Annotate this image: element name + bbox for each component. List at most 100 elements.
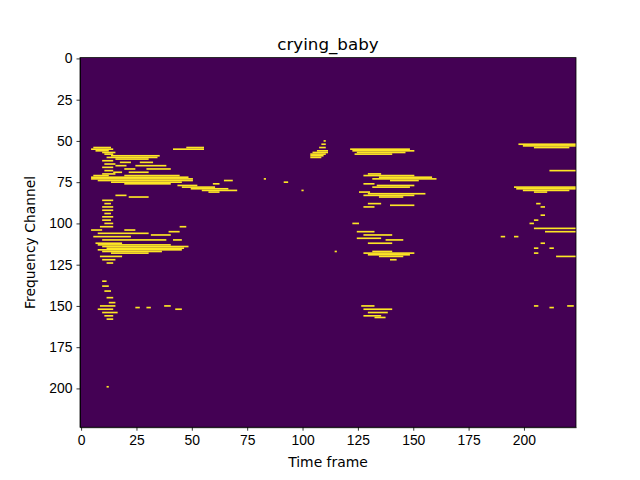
heatmap-cell: [102, 246, 188, 248]
heatmap-cell: [541, 206, 545, 208]
heatmap-cell: [96, 242, 123, 244]
y-tick: 100: [49, 215, 80, 231]
heatmap-cell: [363, 315, 381, 317]
heatmap-cell: [372, 186, 410, 188]
y-tick-mark: [77, 306, 81, 307]
y-tick: 0: [65, 50, 80, 66]
heatmap-cell: [355, 153, 393, 155]
x-tick: 100: [291, 427, 314, 447]
heatmap-cell: [107, 262, 114, 264]
heatmap-cell: [310, 153, 326, 155]
heatmap-cell: [124, 183, 170, 185]
heatmap-cell: [91, 148, 113, 150]
heatmap-cell: [514, 186, 576, 188]
x-tick-mark: [247, 427, 248, 431]
x-axis: 0255075100125150175200: [78, 427, 577, 447]
heatmap-cell: [549, 247, 553, 249]
heatmap-cell: [534, 147, 569, 149]
heatmap-cell: [98, 308, 114, 310]
heatmap-cell: [98, 249, 182, 251]
y-tick-label: 175: [49, 339, 72, 355]
heatmap-cell: [173, 239, 182, 241]
heatmap-cell: [390, 180, 419, 182]
heatmap-cell: [534, 305, 538, 307]
heatmap-cell: [213, 183, 220, 185]
heatmap-cell: [135, 307, 139, 309]
x-tick: 175: [458, 427, 481, 447]
heatmap-cell: [102, 200, 113, 202]
y-tick-mark: [77, 265, 81, 266]
y-tick: 150: [49, 298, 80, 314]
heatmap-cell: [224, 180, 233, 182]
heatmap-cell: [102, 206, 113, 208]
heatmap-cell: [102, 173, 115, 175]
heatmap-cell: [102, 152, 115, 154]
x-tick-mark: [524, 427, 525, 431]
y-tick-label: 150: [49, 298, 72, 314]
x-tick-label: 200: [513, 432, 536, 448]
y-tick-mark: [77, 58, 81, 59]
x-tick: 125: [347, 427, 370, 447]
heatmap-cell: [536, 203, 540, 205]
heatmap-cell: [107, 157, 158, 159]
heatmap-cell: [102, 219, 111, 221]
heatmap-cell: [91, 176, 188, 178]
y-tick-mark: [77, 100, 81, 101]
heatmap-cell: [368, 312, 388, 314]
heatmap-cell: [541, 242, 545, 244]
heatmap-cell: [372, 178, 436, 180]
heatmap-cell: [102, 216, 113, 218]
heatmap-cell: [310, 155, 323, 157]
heatmap-cell: [375, 317, 386, 319]
heatmap-cell: [107, 297, 114, 299]
heatmap-cell: [264, 178, 266, 180]
heatmap-cell: [102, 251, 162, 253]
heatmap-cell: [335, 251, 337, 253]
heatmap-cell: [111, 181, 182, 183]
heatmap-cell: [115, 165, 126, 167]
heatmap-cell: [390, 259, 397, 261]
heatmap-cell: [102, 280, 106, 282]
heatmap-cell: [352, 223, 359, 225]
y-axis: 0255075100125150175200: [49, 50, 80, 427]
y-tick-mark: [77, 182, 81, 183]
heatmap-cell: [93, 175, 109, 177]
y-tick-label: 75: [57, 174, 73, 190]
heatmap-cell: [96, 150, 109, 152]
heatmap-cell: [549, 307, 553, 309]
heatmap-cell: [541, 214, 545, 216]
heatmap-cell: [120, 162, 131, 164]
heatmap-cell: [523, 145, 576, 147]
heatmap-cell: [107, 247, 185, 249]
heatmap-cell: [534, 228, 576, 230]
heatmap-cell: [390, 204, 414, 206]
heatmap-cell: [545, 231, 576, 233]
heatmap-cell: [115, 158, 148, 160]
heatmap-background: [80, 58, 576, 428]
heatmap-cell: [357, 237, 381, 239]
chart-title: crying_baby: [277, 34, 378, 55]
heatmap-cell: [357, 152, 406, 154]
y-tick: 75: [57, 174, 80, 190]
x-tick: 0: [78, 427, 86, 447]
heatmap-cell: [350, 148, 410, 150]
plot-frame: [80, 58, 576, 428]
heatmap-cell: [164, 305, 171, 307]
heatmap-cell: [175, 308, 182, 310]
y-tick-mark: [77, 388, 81, 389]
heatmap-cell: [534, 191, 547, 193]
heatmap-cell: [202, 190, 237, 192]
heatmap-cell: [109, 302, 116, 304]
heatmap-cell: [107, 318, 114, 320]
heatmap-cell: [100, 226, 113, 228]
heatmap-cell: [146, 307, 150, 309]
heatmap-cell: [518, 143, 576, 145]
heatmap-cell: [534, 252, 538, 254]
y-tick: 200: [49, 380, 80, 396]
heatmap-cell: [523, 190, 570, 192]
heatmap-cell: [102, 167, 113, 169]
heatmap-cell: [357, 231, 375, 233]
heatmap-cell: [301, 190, 303, 192]
x-tick-label: 150: [402, 432, 425, 448]
heatmap-cell: [191, 188, 229, 190]
